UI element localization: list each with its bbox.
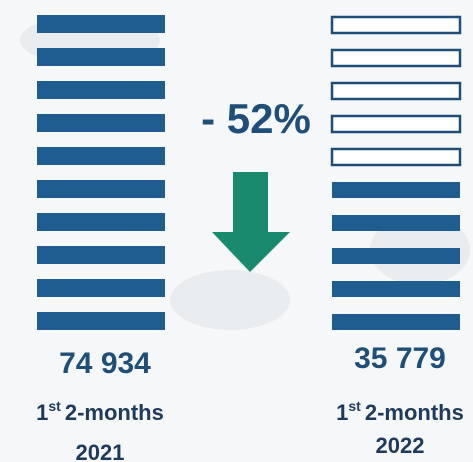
left-period: 1st 2-months bbox=[36, 398, 164, 425]
stripe bbox=[37, 15, 165, 33]
stripe bbox=[332, 281, 460, 297]
stripe bbox=[37, 114, 165, 132]
left-year: 2021 bbox=[76, 440, 125, 462]
ordinal: 1 bbox=[36, 400, 48, 425]
suffix: st bbox=[48, 398, 61, 414]
stripe bbox=[330, 81, 462, 101]
left-stripes bbox=[37, 15, 165, 330]
stripe bbox=[37, 180, 165, 198]
stripe bbox=[37, 48, 165, 66]
right-period: 1st 2-months bbox=[336, 398, 464, 425]
stripe bbox=[37, 81, 165, 99]
stripe bbox=[37, 213, 165, 231]
stripe bbox=[332, 314, 460, 330]
stripe bbox=[37, 147, 165, 165]
left-value: 74 934 bbox=[59, 347, 151, 380]
ordinal: 1 bbox=[336, 400, 348, 425]
stripe bbox=[330, 15, 462, 35]
stripe bbox=[37, 246, 165, 264]
stripe bbox=[332, 182, 460, 198]
change-label: - 52% bbox=[201, 95, 311, 142]
right-stripes bbox=[330, 15, 462, 330]
right-value: 35 779 bbox=[354, 342, 446, 375]
stripe bbox=[330, 147, 462, 167]
stripe bbox=[332, 248, 460, 264]
period: 2-months bbox=[65, 400, 164, 425]
stripe bbox=[37, 312, 165, 330]
period: 2-months bbox=[365, 400, 464, 425]
suffix: st bbox=[348, 398, 361, 414]
right-year: 2022 bbox=[376, 433, 425, 458]
stripe bbox=[37, 279, 165, 297]
down-arrow bbox=[212, 172, 290, 272]
stripe bbox=[332, 215, 460, 231]
stripe bbox=[330, 114, 462, 134]
stripe bbox=[330, 48, 462, 68]
